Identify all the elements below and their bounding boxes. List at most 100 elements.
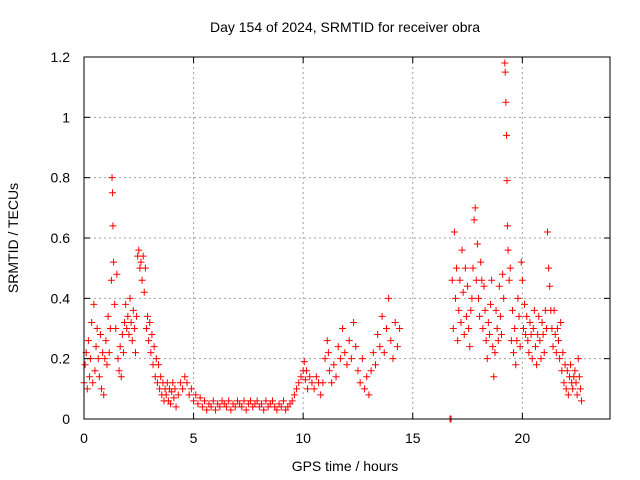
data-point	[489, 343, 497, 351]
data-point	[554, 337, 562, 345]
data-point	[488, 276, 496, 284]
x-tick-label: 15	[405, 430, 421, 446]
data-point	[121, 318, 129, 326]
data-point	[369, 349, 377, 357]
data-point	[523, 312, 531, 320]
data-point	[170, 394, 178, 402]
data-point	[114, 355, 122, 363]
grid	[84, 57, 610, 419]
data-point	[104, 312, 112, 320]
data-point	[324, 349, 332, 357]
data-point	[378, 312, 386, 320]
data-point	[168, 388, 176, 396]
data-point	[176, 379, 184, 387]
data-point	[162, 391, 170, 399]
data-point	[273, 406, 281, 414]
data-point	[572, 379, 580, 387]
data-point	[295, 379, 303, 387]
data-point	[304, 385, 312, 393]
data-point	[118, 331, 126, 339]
data-point	[317, 391, 325, 399]
data-point	[578, 397, 586, 405]
data-point	[140, 288, 148, 296]
data-point	[227, 406, 235, 414]
data-point	[471, 204, 479, 212]
data-point	[194, 400, 202, 408]
data-point	[95, 373, 103, 381]
data-point	[450, 228, 458, 236]
data-point	[253, 397, 261, 405]
data-point	[90, 300, 98, 308]
data-point	[521, 300, 529, 308]
data-point	[393, 343, 401, 351]
data-point	[147, 349, 155, 357]
data-point	[527, 331, 535, 339]
y-tick-label: 1	[62, 109, 70, 125]
data-point	[102, 337, 110, 345]
data-point	[225, 397, 233, 405]
data-point	[203, 406, 211, 414]
data-point	[174, 391, 182, 399]
data-point	[231, 403, 239, 411]
data-point	[374, 331, 382, 339]
data-point	[396, 325, 404, 332]
data-point	[181, 373, 189, 381]
data-point	[525, 349, 533, 357]
data-point	[451, 294, 459, 302]
data-point	[129, 306, 137, 314]
data-point	[562, 385, 570, 393]
data-point	[84, 337, 92, 345]
data-point	[139, 252, 147, 260]
data-point	[481, 306, 489, 314]
data-point	[385, 294, 393, 302]
data-point	[560, 379, 568, 387]
data-point	[358, 355, 366, 363]
data-point	[531, 343, 539, 351]
data-point	[85, 373, 93, 381]
data-point	[128, 337, 136, 345]
data-points	[80, 59, 586, 423]
data-point	[216, 403, 224, 411]
data-point	[478, 276, 486, 284]
data-point	[356, 379, 364, 387]
data-point	[354, 367, 362, 375]
data-point	[540, 349, 548, 357]
x-tick-label: 10	[295, 430, 311, 446]
data-point	[567, 361, 575, 369]
data-point	[461, 264, 469, 272]
data-point	[465, 325, 473, 332]
data-point	[133, 312, 141, 320]
data-point	[350, 318, 358, 326]
data-point	[352, 343, 360, 351]
data-point	[528, 355, 536, 363]
data-point	[81, 361, 89, 369]
data-point	[544, 228, 552, 236]
data-point	[93, 325, 101, 332]
data-point	[468, 294, 476, 302]
data-point	[511, 325, 519, 332]
data-point	[538, 318, 546, 326]
data-point	[328, 379, 336, 387]
data-point	[564, 391, 572, 399]
data-point	[339, 325, 347, 332]
data-point	[508, 306, 516, 314]
data-point	[537, 355, 545, 363]
data-point	[556, 355, 564, 363]
data-point	[490, 373, 498, 381]
data-point	[513, 337, 521, 345]
data-point	[504, 246, 512, 254]
data-point	[88, 318, 96, 326]
data-point	[569, 385, 577, 393]
data-point	[201, 397, 209, 405]
data-point	[456, 276, 464, 284]
data-point	[260, 406, 268, 414]
data-point	[312, 373, 320, 381]
data-point	[94, 355, 102, 363]
data-point	[187, 385, 195, 393]
data-point	[247, 397, 255, 405]
data-point	[190, 397, 198, 405]
data-point	[367, 367, 375, 375]
data-point	[302, 367, 310, 375]
data-point	[575, 373, 583, 381]
